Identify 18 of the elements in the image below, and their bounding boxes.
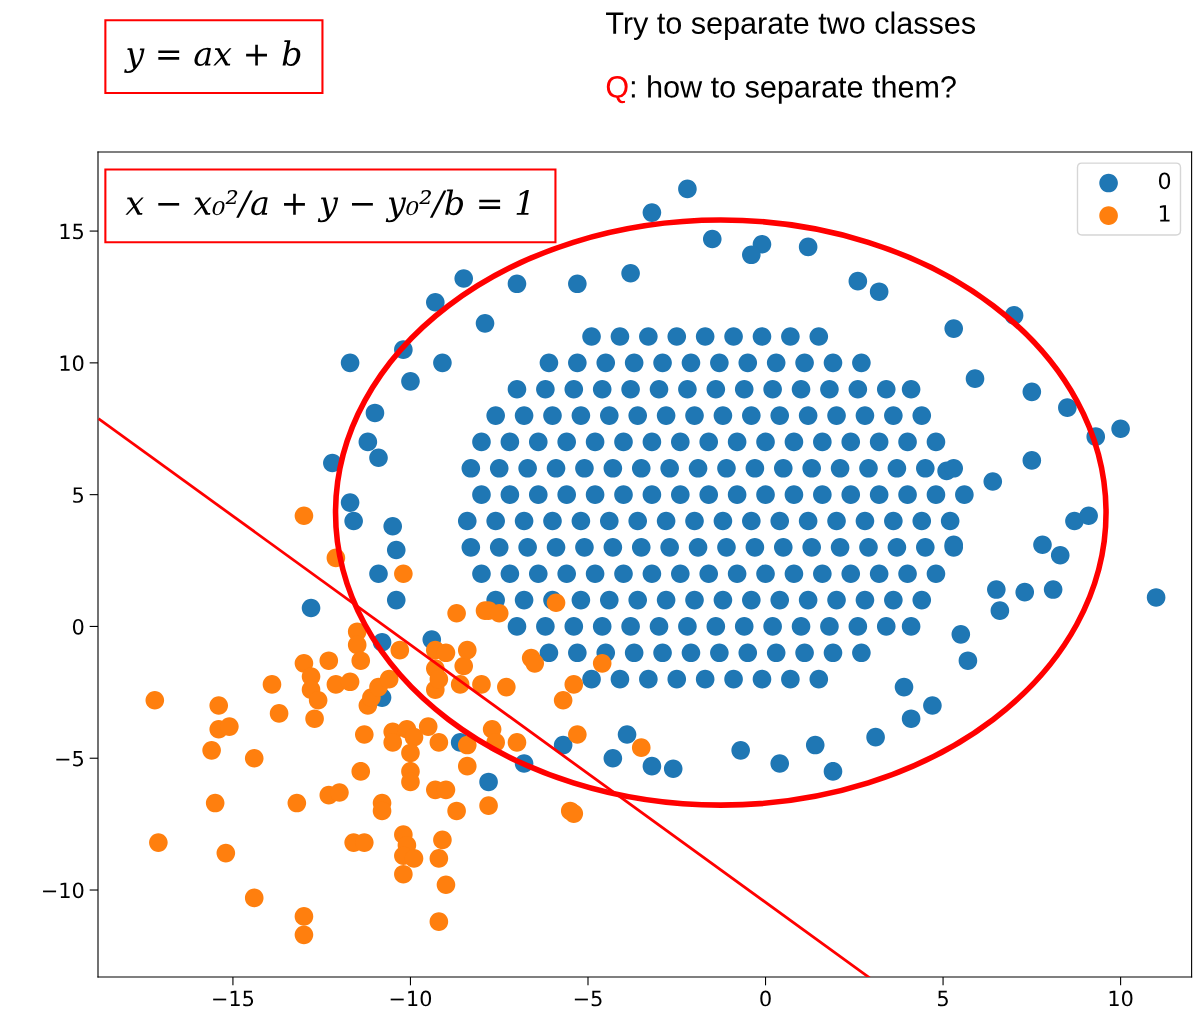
- y-tick-label: 15: [60, 223, 83, 240]
- legend-label: 1: [1159, 205, 1170, 222]
- text: y = ax + b: [124, 40, 301, 73]
- y-tick-label: −10: [43, 882, 84, 899]
- text: Q: how to separate them?: [606, 75, 956, 104]
- y-tick-label: 5: [73, 487, 83, 503]
- text: Try to separate two classes: [606, 11, 976, 40]
- x-tick-label: 0: [760, 990, 771, 1007]
- annotation: x − x₀²/a + y − y₀²/b = 1: [125, 189, 529, 223]
- x-tick-label: −15: [213, 990, 254, 1007]
- y-tick-label: −5: [56, 750, 83, 767]
- legend-label: 0: [1158, 172, 1171, 190]
- x-tick-label: 5: [938, 990, 948, 1007]
- x-tick-label: −5: [574, 990, 602, 1007]
- y-tick-label: 0: [72, 618, 84, 635]
- x-tick-label: 10: [1109, 990, 1133, 1007]
- x-tick-label: −10: [390, 990, 432, 1007]
- y-tick-label: 10: [60, 355, 84, 372]
